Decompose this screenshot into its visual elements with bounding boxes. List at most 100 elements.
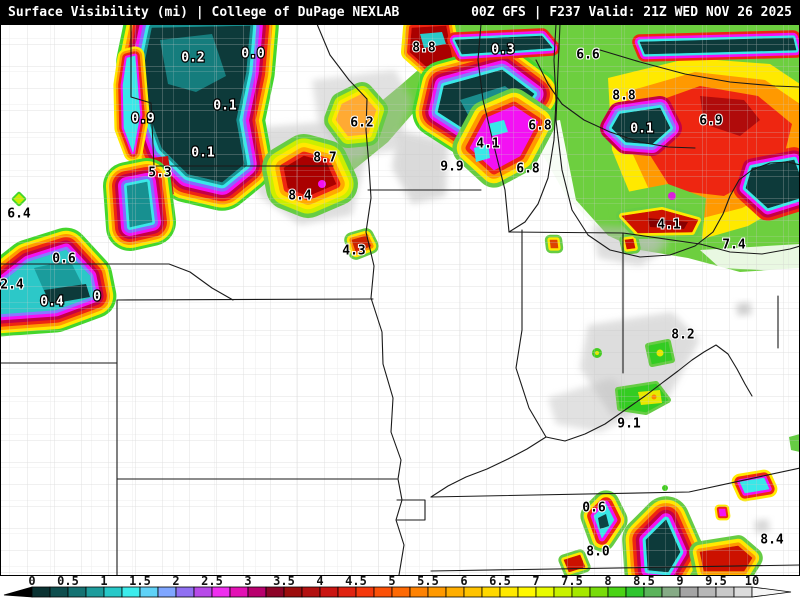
colorbar-cell	[85, 586, 105, 598]
vis-value-label: 6.6	[576, 48, 600, 63]
colorbar-tick: 4	[316, 576, 323, 588]
colorbar-cell	[121, 586, 141, 598]
colorbar-cell	[319, 586, 339, 598]
colorbar-cell	[391, 586, 411, 598]
colorbar-cell	[355, 586, 375, 598]
vis-value-label: 0.2	[181, 51, 204, 66]
vis-value-label: 8.2	[671, 328, 694, 343]
colorbar-cell	[193, 586, 213, 598]
vis-value-label: 0.6	[52, 252, 76, 267]
colorbar-arrow-right	[751, 586, 792, 598]
vis-value-label: 0.1	[630, 122, 654, 137]
colorbar-tick: 2	[172, 576, 179, 588]
vis-value-label: 4.1	[657, 218, 681, 233]
colorbar-cell	[697, 586, 717, 598]
colorbar-tick: 7	[532, 576, 539, 588]
colorbar-cell	[643, 586, 663, 598]
vis-value-label: 7.4	[722, 238, 746, 253]
colorbar-tick: 6	[460, 576, 467, 588]
colorbar-cell	[733, 586, 753, 598]
colorbar-cell	[607, 586, 627, 598]
colorbar-tick: 7.5	[561, 576, 583, 588]
colorbar-cell	[67, 586, 87, 598]
vis-value-label: 8.0	[586, 545, 610, 560]
colorbar-tick: 0	[28, 576, 35, 588]
colorbar-cell	[301, 586, 321, 598]
map-value-labels: 0.2 0.0 0.1 0.9 0.1 5.3 6.4 0.6 2.4 0.4 0 8.8 0.3 6.6…	[0, 40, 785, 561]
colorbar-tick: 8	[604, 576, 611, 588]
colorbar-cell	[229, 586, 249, 598]
title-bar: Surface Visibility (mi) | College of DuP…	[0, 0, 800, 24]
colorbar-cell	[247, 586, 267, 598]
product-title: Surface Visibility (mi) | College of DuP…	[8, 4, 400, 20]
colorbar-cell	[661, 586, 681, 598]
colorbar-cell	[589, 586, 609, 598]
vis-value-label: 0.1	[213, 99, 237, 114]
model-run-valid-time: 00Z GFS | F237 Valid: 21Z WED NOV 26 202…	[471, 4, 792, 20]
colorbar-tick: 3.5	[273, 576, 295, 588]
vis-value-label: 6.2	[350, 116, 373, 131]
vis-value-label: 8.8	[612, 89, 636, 104]
colorbar-cell	[715, 586, 735, 598]
vis-value-label: 8.7	[313, 151, 336, 166]
colorbar-tick: 5	[388, 576, 395, 588]
colorbar-tick: 1	[100, 576, 107, 588]
vis-value-label: 5.3	[148, 166, 171, 181]
colorbar-cell	[175, 586, 195, 598]
colorbar-cell	[517, 586, 537, 598]
vis-value-label: 9.9	[440, 160, 463, 175]
colorbar-cell	[103, 586, 123, 598]
colorbar-cell	[157, 586, 177, 598]
colorbar-tick: 2.5	[201, 576, 223, 588]
colorbar-cell	[499, 586, 519, 598]
colorbar-tick: 5.5	[417, 576, 439, 588]
colorbar-cell	[337, 586, 357, 598]
vis-value-label: 0	[93, 290, 101, 305]
colorbar-cell	[553, 586, 573, 598]
colorbar-cell	[535, 586, 555, 598]
vis-value-label: 2.4	[0, 278, 24, 293]
vis-value-label: 8.8	[412, 41, 436, 56]
colorbar-tick: 9	[676, 576, 683, 588]
colorbar-tick: 6.5	[489, 576, 511, 588]
vis-value-label: 6.4	[7, 207, 31, 222]
colorbar-cell	[283, 586, 303, 598]
colorbar-cell	[481, 586, 501, 598]
colorbar-tick: 8.5	[633, 576, 655, 588]
colorbar-cell	[49, 586, 69, 598]
state-borders	[0, 24, 800, 576]
colorbar-cell	[679, 586, 699, 598]
weather-map-svg: 0.2 0.0 0.1 0.9 0.1 5.3 6.4 0.6 2.4 0.4 0 8.8 0.3 6.6…	[0, 24, 800, 576]
vis-value-label: 4.1	[476, 137, 500, 152]
vis-value-label: 0.3	[491, 43, 514, 58]
colorbar-cell	[265, 586, 285, 598]
colorbar-cell	[409, 586, 429, 598]
colorbar-cell	[211, 586, 231, 598]
vis-value-label: 6.8	[528, 119, 552, 134]
colorbar-area: 0 0.5 1 1.5 2 2.5 3 3.5 4 4.5 5 5.5 6 6.5 7 7.5 8 8.5 9 9.5…	[0, 576, 800, 600]
colorbar-svg: 0 0.5 1 1.5 2 2.5 3 3.5 4 4.5 5 5.5 6 6.5 7 7.5 8 8.5 9 9.5…	[0, 576, 800, 600]
colorbar-cell	[31, 586, 51, 598]
colorbar-cell	[445, 586, 465, 598]
colorbar-cell	[139, 586, 159, 598]
colorbar-cell	[373, 586, 393, 598]
vis-value-label: 0.6	[582, 501, 606, 516]
colorbar-cell	[463, 586, 483, 598]
vis-value-label: 6.9	[699, 114, 722, 129]
colorbar-cell	[625, 586, 645, 598]
map-area: 0.2 0.0 0.1 0.9 0.1 5.3 6.4 0.6 2.4 0.4 0 8.8 0.3 6.6…	[0, 24, 800, 576]
colorbar-tick: 1.5	[129, 576, 151, 588]
colorbar-tick: 9.5	[705, 576, 727, 588]
colorbar-tick: 4.5	[345, 576, 367, 588]
vis-value-label: 0.4	[40, 295, 64, 310]
colorbar-cell	[571, 586, 591, 598]
vis-value-label: 0.0	[241, 47, 265, 62]
vis-value-label: 0.1	[191, 146, 215, 161]
vis-value-label: 0.9	[131, 112, 154, 127]
vis-value-label: 6.8	[516, 162, 540, 177]
vis-value-label: 8.4	[760, 533, 784, 548]
colorbar-ticks: 0 0.5 1 1.5 2 2.5 3 3.5 4 4.5 5 5.5 6 6.5 7 7.5 8 8.5 9 9.5…	[28, 576, 759, 588]
vis-value-label: 8.4	[288, 189, 312, 204]
colorbar-tick: 3	[244, 576, 251, 588]
